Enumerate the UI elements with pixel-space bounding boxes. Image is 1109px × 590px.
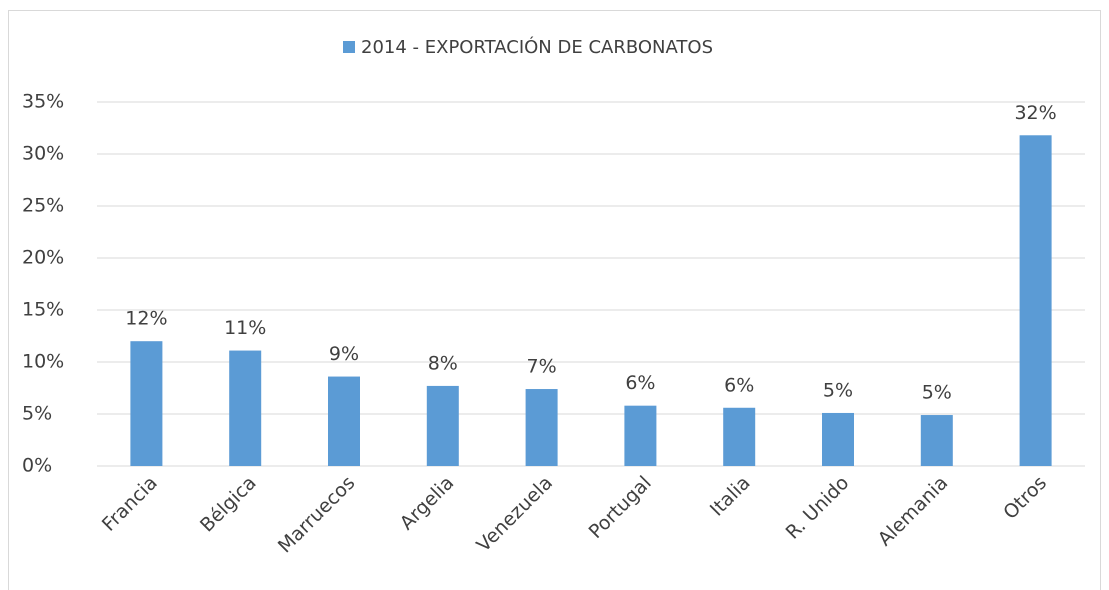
data-label: 5% [823, 379, 853, 401]
x-tick-label: Marruecos [274, 472, 360, 558]
y-tick-label: 30% [22, 143, 64, 165]
bar [229, 350, 262, 466]
y-tick-label: 20% [22, 247, 64, 269]
y-tick-label: 35% [22, 91, 64, 113]
chart-frame [8, 10, 1101, 590]
data-label: 5% [922, 382, 952, 404]
x-tick-label: Italia [706, 472, 755, 521]
x-tick-label: Otros [999, 472, 1051, 524]
y-tick-label: 0% [22, 455, 52, 477]
bar [723, 407, 756, 466]
bar [822, 412, 854, 466]
x-tick-label: Portugal [585, 472, 656, 543]
bar [328, 376, 360, 466]
x-tick-label: Venezuela [472, 472, 557, 557]
data-label: 7% [527, 356, 557, 378]
legend-swatch [343, 41, 355, 53]
data-label: 12% [125, 308, 167, 330]
data-label: 9% [329, 343, 359, 365]
data-label: 8% [428, 352, 458, 374]
x-tick-label: Argelia [396, 472, 459, 535]
y-tick-label: 10% [22, 351, 64, 373]
x-tick-label: R. Unido [782, 472, 854, 544]
y-tick-label: 5% [22, 403, 52, 425]
y-tick-label: 15% [22, 299, 64, 321]
bar [1019, 135, 1052, 466]
x-tick-label: Bélgica [196, 472, 261, 537]
y-tick-label: 25% [22, 195, 64, 217]
bar [920, 415, 953, 466]
data-label: 32% [1014, 102, 1056, 124]
data-label: 6% [625, 372, 655, 394]
data-label: 6% [724, 374, 754, 396]
bar [130, 341, 163, 466]
data-label: 11% [224, 317, 266, 339]
x-tick-label: Francia [98, 472, 162, 536]
bar [624, 405, 657, 466]
x-tick-label: Alemania [874, 472, 953, 551]
bar [426, 385, 459, 466]
bar [525, 389, 558, 466]
legend-label: 2014 - EXPORTACIÓN DE CARBONATOS [361, 36, 713, 58]
